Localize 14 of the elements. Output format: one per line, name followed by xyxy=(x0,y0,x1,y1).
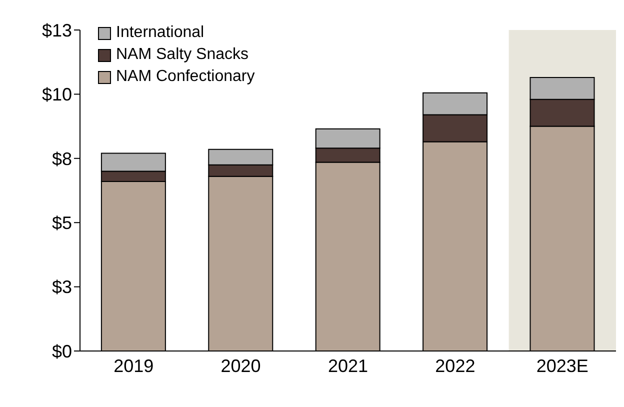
legend-label: International xyxy=(116,24,204,42)
legend-label: NAM Salty Snacks xyxy=(116,46,248,64)
y-tick-label: $0 xyxy=(52,341,72,362)
x-tick-label: 2019 xyxy=(114,356,154,376)
y-tick-label: $3 xyxy=(52,277,72,298)
y-tick-label: $13 xyxy=(42,20,72,40)
x-tick-label: 2023E xyxy=(536,356,588,376)
y-tick-label: $10 xyxy=(42,84,72,105)
x-tick-label: 2020 xyxy=(220,356,261,376)
y-tick-label: $5 xyxy=(52,212,72,233)
x-tick-label: 2021 xyxy=(328,356,368,376)
x-tick-label: 2022 xyxy=(435,356,476,376)
y-tick-label: $8 xyxy=(52,148,72,169)
legend-label: NAM Confectionary xyxy=(116,68,255,86)
